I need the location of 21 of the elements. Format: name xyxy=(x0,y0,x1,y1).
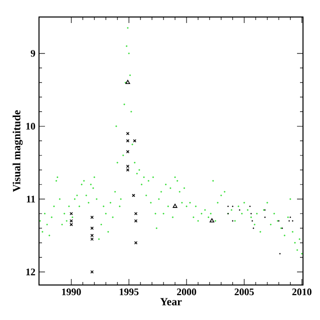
point xyxy=(90,234,94,238)
y-tick-label: 9 xyxy=(30,50,36,57)
point xyxy=(133,139,136,142)
y-tick-label: 11 xyxy=(26,196,35,202)
point xyxy=(172,204,178,208)
point xyxy=(126,139,130,142)
point xyxy=(126,164,130,168)
point xyxy=(210,218,214,222)
x-axis-title: Year xyxy=(160,298,182,306)
y-axis-title: Visual magnitude xyxy=(12,110,23,192)
point xyxy=(132,194,136,198)
x-tick-label: 2000 xyxy=(177,288,196,296)
point xyxy=(125,80,130,84)
x-tick-label: 2010 xyxy=(292,288,312,296)
x-tick-label: 1995 xyxy=(120,288,139,296)
y-tick-label: 12 xyxy=(26,268,36,276)
y-tick-label: 10 xyxy=(26,122,36,130)
x-tick-label: 2005 xyxy=(234,288,254,296)
point xyxy=(126,150,130,154)
point xyxy=(134,212,138,216)
x-tick-label: 1990 xyxy=(62,288,81,296)
